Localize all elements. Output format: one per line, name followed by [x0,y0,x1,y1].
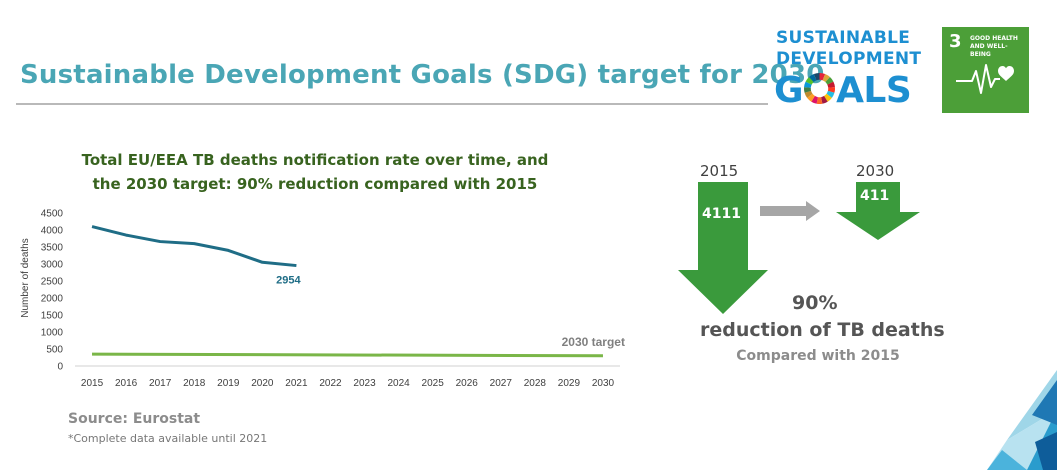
sdg-wheel-segment [804,90,813,98]
chart-title-line1: Total EU/EEA TB deaths notification rate… [81,151,549,169]
value-2015: 4111 [702,206,741,222]
page-title: Sustainable Development Goals (SDG) targ… [20,60,825,90]
sdg-wheel-segment [819,72,826,81]
reduction-percent: 90% [792,292,838,314]
sdg-wheel-segment [821,95,828,104]
x-tick-label: 2029 [558,378,581,389]
sdg-wheel-segment [824,93,832,102]
x-tick-label: 2015 [81,378,104,389]
x-tick-label: 2027 [490,378,513,389]
sdg-wheel-segment [811,95,818,104]
x-tick-label: 2026 [456,378,479,389]
y-tick-label: 3000 [41,260,64,271]
y-tick-label: 0 [57,362,63,373]
sdg-logo-goals: G ALS [774,70,912,111]
y-tick-label: 2500 [41,277,64,288]
y-tick-label: 3500 [41,243,64,254]
y-axis-label: Number of deaths [20,238,31,318]
x-tick-label: 2021 [285,378,308,389]
goal3-label: GOOD HEALTH AND WELL-BEING [970,35,1018,58]
sdg-logo-goals-prefix: G [774,70,804,111]
x-tick-label: 2017 [149,378,172,389]
y-tick-label: 4500 [41,209,64,220]
series-line-tb-deaths [91,225,297,268]
sdg-wheel-segment [807,93,815,102]
sdg-wheel-segment [813,72,820,81]
footnote: *Complete data available until 2021 [68,432,268,445]
x-tick-label: 2028 [524,378,547,389]
sdg-logo: SUSTAINABLE DEVELOPMENT G ALS [772,28,928,112]
y-tick-label: 2000 [41,294,64,305]
x-tick-label: 2025 [422,378,445,389]
sdg-wheel-segment [804,87,812,93]
title-divider [16,103,768,105]
series-line-2030-target [92,352,603,358]
x-tick-label: 2022 [319,378,342,389]
chart-title-line2: the 2030 target: 90% reduction compared … [92,175,538,193]
goal3-number: 3 [949,31,962,52]
year-2015-label: 2015 [700,162,739,180]
x-tick-label: 2024 [387,378,410,389]
y-tick-label: 4000 [41,226,64,237]
series-label-2030-target: 2030 target [562,335,625,349]
sdg-wheel-segment [827,81,836,88]
data-label-2021: 2954 [276,275,301,287]
sdg-logo-line2: DEVELOPMENT [776,49,922,69]
sdg-wheel-segment [825,77,834,85]
sdg-wheel-segment [816,97,823,105]
sdg-logo-goals-suffix: ALS [836,70,912,111]
x-tick-label: 2016 [115,378,138,389]
sdg-wheel-segment [826,90,835,98]
sdg-wheel-segment [804,81,812,88]
sdg-logo-line1: SUSTAINABLE [776,28,911,48]
line-chart: Number of deaths 0 500 1000 1500 2000 2500 300… [20,209,625,390]
right-arrow-icon [760,201,820,221]
value-2030: 411 [860,188,890,204]
x-tick-label: 2020 [251,378,274,389]
heartbeat-icon [956,64,1014,94]
sdg-wheel-segment [809,74,817,83]
sdg-goal3-badge: 3 GOOD HEALTH AND WELL-BEING [942,27,1029,113]
reduction-text: reduction of TB deaths [700,319,945,341]
x-tick-label: 2030 [592,378,615,389]
source-label: Source: Eurostat [68,411,201,427]
y-tick-label: 1500 [41,311,64,322]
x-tick-label: 2018 [183,378,206,389]
sdg-wheel-segment [822,74,831,83]
sdg-wheel-segment [827,87,836,93]
chart-title: Total EU/EEA TB deaths notification rate… [58,148,572,196]
y-tick-label: 1000 [41,328,64,339]
y-tick-label: 500 [46,345,63,356]
big-down-arrow-icon [678,182,768,314]
x-tick-label: 2019 [217,378,240,389]
sdg-color-wheel-icon [804,72,836,105]
x-tick-label: 2023 [353,378,376,389]
corner-decoration [987,370,1057,470]
small-down-arrow-icon [836,182,920,240]
year-2030-label: 2030 [856,162,895,180]
sdg-wheel-segment [805,77,814,85]
compared-text: Compared with 2015 [736,348,900,364]
